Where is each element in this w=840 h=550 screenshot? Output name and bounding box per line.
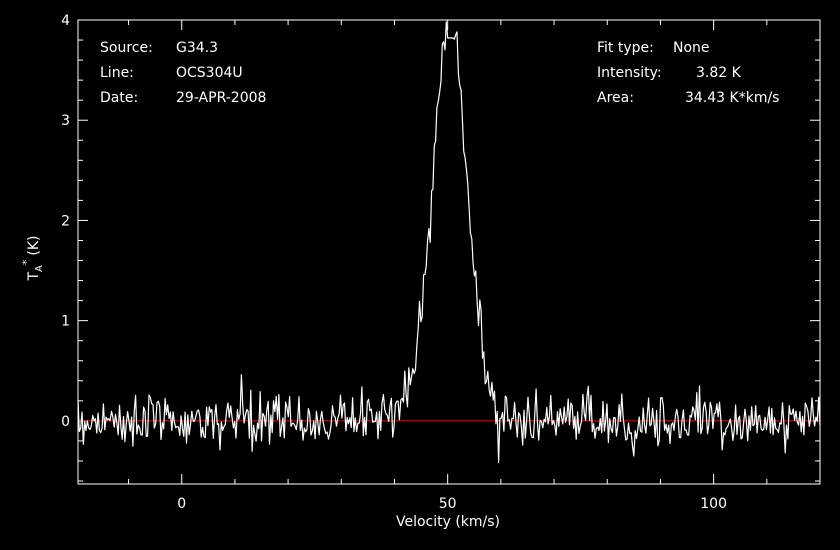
x-tick-label: 50: [439, 496, 457, 512]
spectrum-line: [77, 21, 821, 464]
y-tick-label: 1: [61, 314, 70, 330]
y-tick-label: 4: [61, 13, 70, 29]
date-value: 29-APR-2008: [176, 90, 266, 106]
y-tick-label: 0: [61, 414, 70, 430]
fit-type-label: Fit type:: [597, 40, 654, 56]
source-label: Source:: [100, 40, 153, 56]
intensity-label: Intensity:: [597, 65, 662, 81]
y-axis-label-sup: *: [20, 259, 33, 265]
x-tick-label: 100: [700, 496, 727, 512]
fit-type-value: None: [673, 40, 710, 56]
area-label: Area:: [597, 90, 634, 106]
y-axis-label-sub: A: [34, 265, 45, 272]
date-label: Date:: [100, 90, 138, 106]
source-value: G34.3: [176, 40, 218, 56]
y-tick-label: 2: [61, 213, 70, 229]
x-axis-label: Velocity (km/s): [396, 514, 500, 530]
x-tick-label: 0: [177, 496, 186, 512]
tick-labels: 0 50 100 0 1 2 3 4: [61, 13, 727, 512]
area-value: 34.43 K*km/s: [685, 90, 779, 106]
line-value: OCS304U: [176, 65, 243, 81]
intensity-value: 3.82 K: [696, 65, 742, 81]
y-tick-label: 3: [61, 113, 70, 129]
y-axis-label-main: T: [26, 272, 42, 282]
y-axis-label: TA* (K): [20, 235, 45, 281]
line-label: Line:: [100, 65, 134, 81]
plot-frame: [77, 19, 821, 485]
y-axis-label-unit: (K): [26, 235, 42, 255]
svg-text:TA*(K): TA* (K): [20, 235, 45, 281]
